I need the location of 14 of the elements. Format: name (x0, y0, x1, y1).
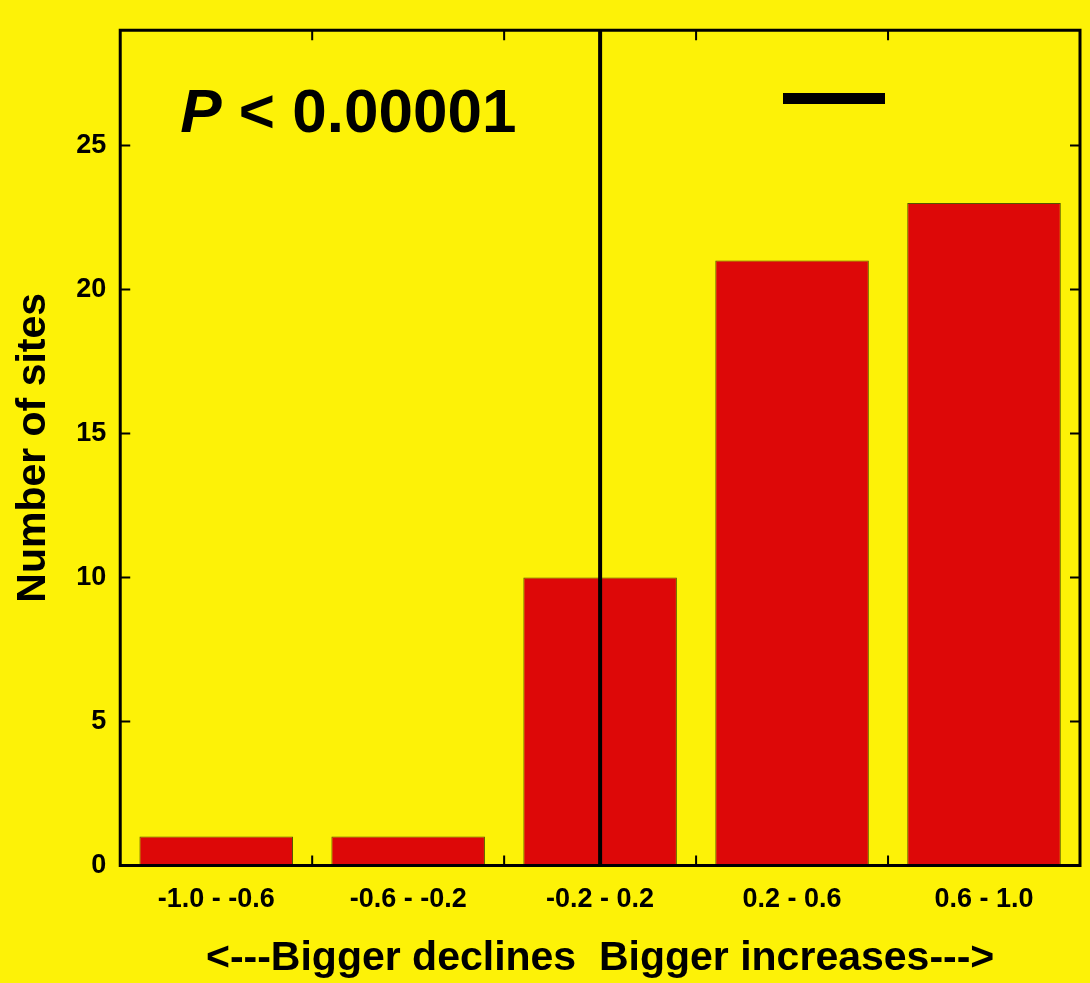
y-tick-label: 15 (76, 416, 107, 447)
x-tick-label: -0.6 - -0.2 (349, 883, 467, 914)
x-axis-title: <---Bigger declines Bigger increases---> (205, 932, 995, 979)
x-tick-label: -1.0 - -0.6 (157, 883, 275, 914)
y-axis-title: Number of sites (7, 292, 54, 603)
y-tick-label: 0 (91, 848, 107, 879)
x-tick-label: 0.2 - 0.6 (742, 883, 842, 914)
y-tick-label: 25 (76, 128, 107, 159)
y-tick-label: 20 (76, 272, 107, 303)
x-tick-label: -0.2 - 0.2 (546, 883, 655, 914)
y-tick-label: 10 (76, 560, 107, 591)
annotation: P < 0.00001 (180, 76, 517, 146)
x-tick-label: 0.6 - 1.0 (934, 883, 1034, 914)
y-tick-label: 5 (91, 704, 107, 735)
